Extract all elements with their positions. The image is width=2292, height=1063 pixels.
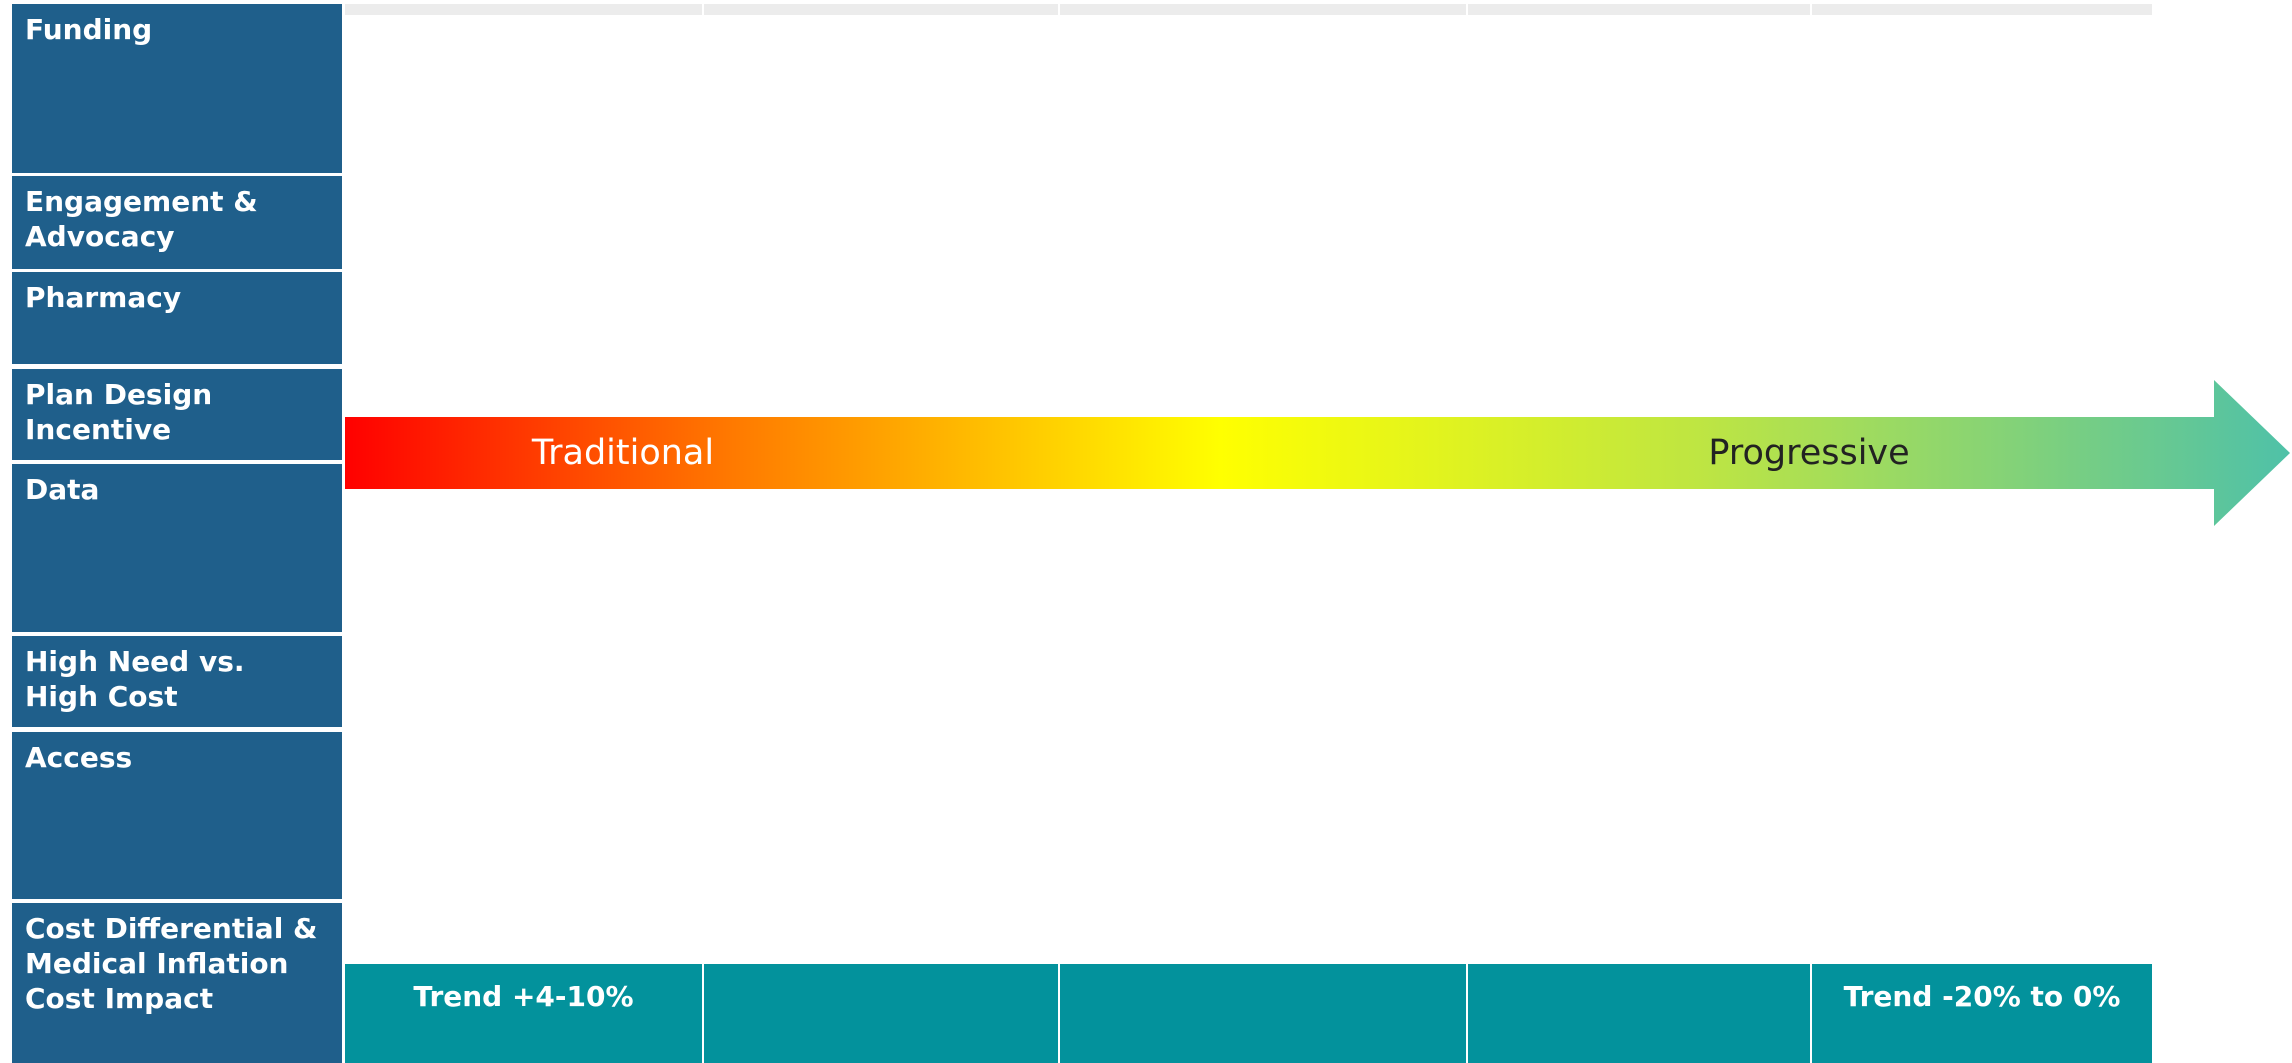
header-bar [345,4,702,15]
trend-cell [1060,964,1466,1063]
trend-cell: Trend +4-10% [345,964,702,1063]
row-label-line: High Cost [25,680,178,713]
row-label-line: Pharmacy [25,281,182,314]
row-label-line: Cost Impact [25,982,214,1015]
trend-cell: Trend -20% to 0% [1812,964,2152,1063]
header-bar [1812,4,2152,15]
trend-cell [1468,964,1810,1063]
row-label: Data [12,464,342,632]
row-label-line: Engagement & [25,185,258,218]
row-label-line: Medical Inflation [25,947,289,980]
row-label: Engagement & Advocacy [12,176,342,269]
row-label: Cost Differential & Medical Inflation Cost… [12,903,342,1063]
header-bar [1468,4,1810,15]
row-label: Funding [12,4,342,173]
row-label: Pharmacy [12,272,342,364]
row-label-line: Data [25,473,100,506]
row-label-line: Advocacy [25,220,175,253]
row-label-line: Funding [25,13,153,46]
row-label-line: Cost Differential & [25,912,318,945]
row-label: Plan Design Incentive [12,369,342,460]
row-label-line: High Need vs. [25,645,245,678]
row-label: Access [12,732,342,899]
header-bar [704,4,1058,15]
arrow-start-label: Traditional [531,433,715,473]
row-label-line: Plan Design [25,378,213,411]
row-label-line: Incentive [25,413,172,446]
arrow-end-label: Progressive [1708,433,1910,473]
header-bar [1060,4,1466,15]
trend-cell [704,964,1058,1063]
row-label: High Need vs. High Cost [12,636,342,727]
arrow-shape [345,380,2290,526]
row-label-line: Access [25,741,133,774]
